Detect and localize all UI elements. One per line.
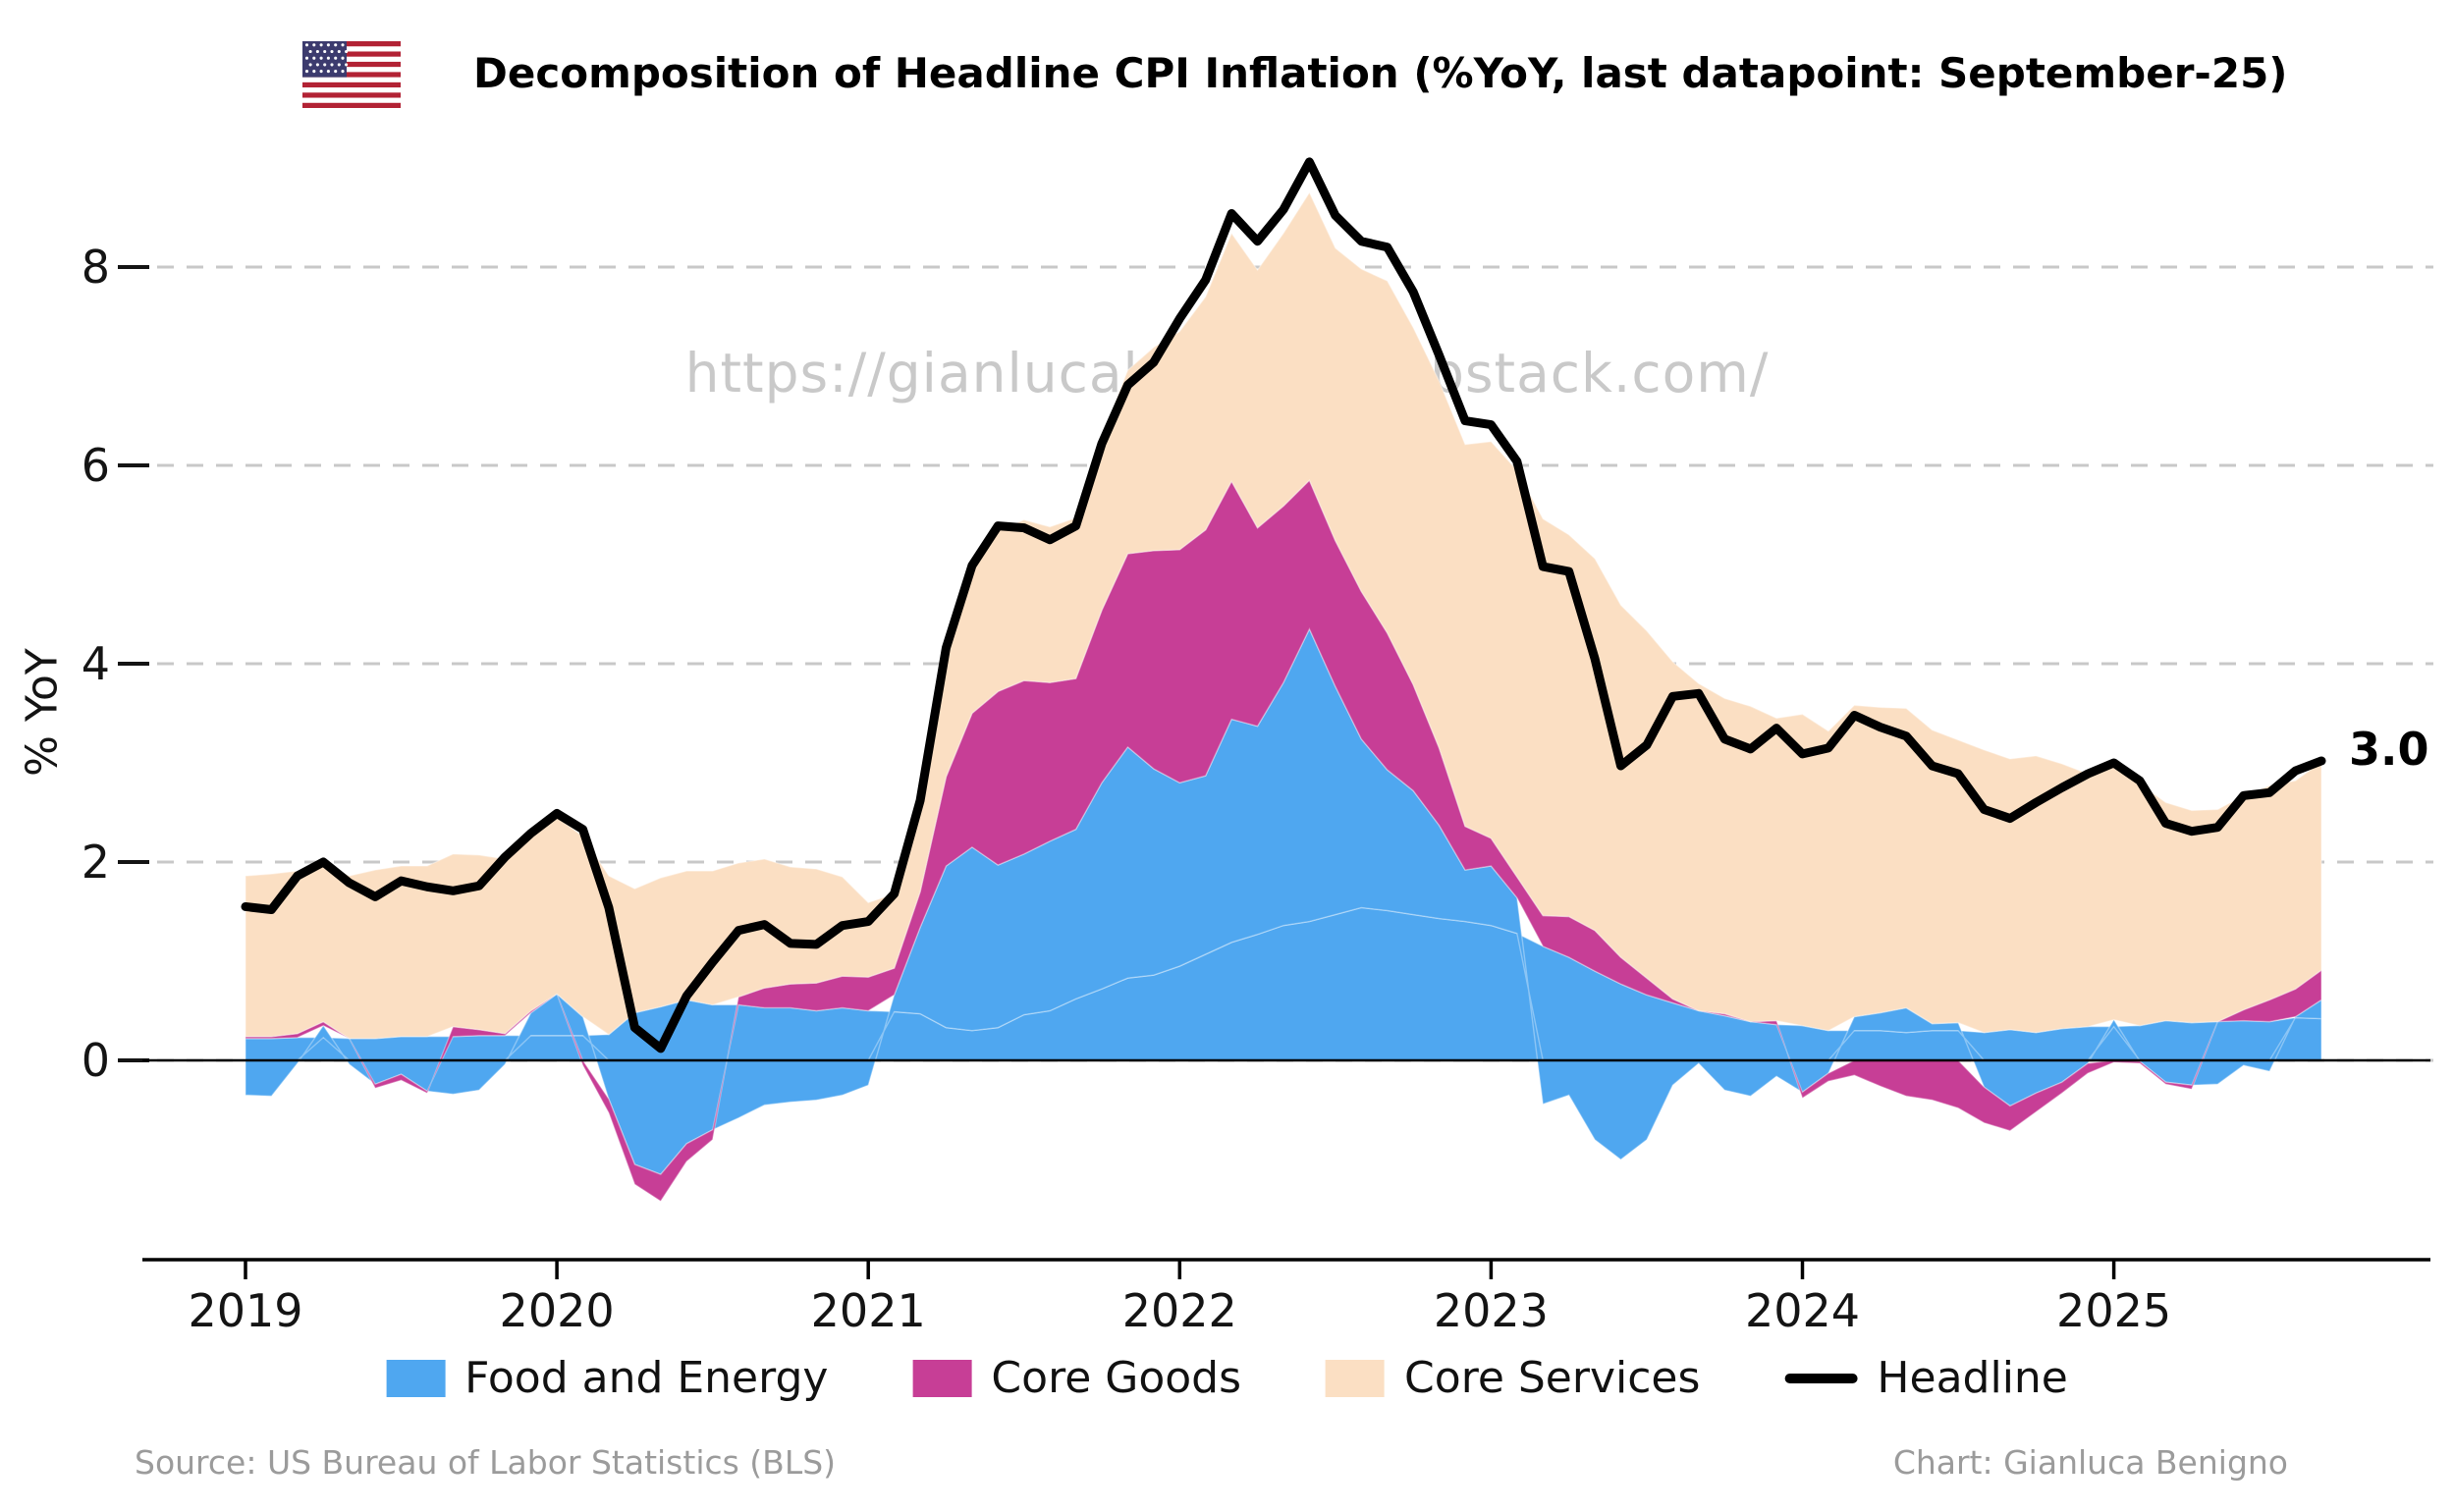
- flag-star: [319, 43, 323, 47]
- headline-line: [241, 157, 2326, 1053]
- flag-star: [341, 70, 345, 74]
- x-tick-label: 2020: [500, 1284, 615, 1337]
- flag-star: [326, 43, 330, 47]
- flag-star: [312, 70, 316, 74]
- flag-star: [312, 56, 316, 60]
- flag-star: [315, 63, 319, 67]
- legend-label: Core Services: [1404, 1353, 1701, 1403]
- flag-star: [304, 43, 309, 47]
- flag-star: [319, 56, 323, 60]
- y-tick-label: 4: [82, 637, 110, 690]
- legend-color-swatch: [912, 1359, 972, 1397]
- x-tick-label: 2019: [188, 1284, 302, 1337]
- flag-star: [337, 63, 341, 67]
- y-tick-label: 6: [82, 439, 110, 492]
- legend-label: Headline: [1877, 1353, 2068, 1403]
- legend-item-headline: Headline: [1784, 1353, 2068, 1403]
- x-tick-label: 2024: [1745, 1284, 1860, 1337]
- legend-label: Core Goods: [991, 1353, 1242, 1403]
- flag-star: [323, 63, 327, 67]
- flag-star: [334, 56, 338, 60]
- legend-line-swatch: [1784, 1373, 1858, 1383]
- chart-title: Decomposition of Headline CPI Inflation …: [473, 49, 2288, 97]
- legend-color-swatch: [1326, 1359, 1386, 1397]
- flag-star: [334, 70, 338, 74]
- legend-color-swatch: [386, 1359, 446, 1397]
- x-tick-label: 2023: [1434, 1284, 1549, 1337]
- x-tick-label: 2022: [1122, 1284, 1237, 1337]
- legend-label: Food and Energy: [464, 1353, 829, 1403]
- flag-star: [330, 63, 334, 67]
- flag-star: [312, 43, 316, 47]
- flag-star: [304, 56, 309, 60]
- last-value-label: 3.0: [2349, 723, 2429, 776]
- y-axis-label: % YoY: [17, 648, 68, 777]
- flag-star: [304, 70, 309, 74]
- y-tick-label: 8: [82, 241, 110, 294]
- legend: Food and Energy Core Goods Core Services He…: [386, 1353, 2068, 1403]
- credit-text: Chart: Gianluca Benigno: [1892, 1443, 2288, 1482]
- legend-item-food-and-energy: Food and Energy: [386, 1353, 828, 1403]
- x-tick-label: 2025: [2056, 1284, 2171, 1337]
- flag-star: [341, 56, 345, 60]
- flag-star: [334, 43, 338, 47]
- flag-star: [319, 70, 323, 74]
- legend-item-core-services: Core Services: [1326, 1353, 1700, 1403]
- flag-star: [308, 63, 312, 67]
- y-tick-label: 0: [82, 1034, 110, 1087]
- source-text: Source: US Bureau of Labor Statistics (B…: [135, 1443, 837, 1482]
- y-tick-label: 2: [82, 836, 110, 889]
- us-flag-icon: [302, 41, 401, 108]
- flag-star: [326, 70, 330, 74]
- flag-star: [323, 49, 327, 54]
- flag-star: [330, 49, 334, 54]
- legend-item-core-goods: Core Goods: [912, 1353, 1241, 1403]
- flag-star: [315, 49, 319, 54]
- flag-star: [345, 49, 349, 54]
- flag-star: [345, 63, 349, 67]
- flag-star: [341, 43, 345, 47]
- flag-star: [326, 56, 330, 60]
- x-tick-label: 2021: [811, 1284, 926, 1337]
- flag-star: [337, 49, 341, 54]
- flag-star: [308, 49, 312, 54]
